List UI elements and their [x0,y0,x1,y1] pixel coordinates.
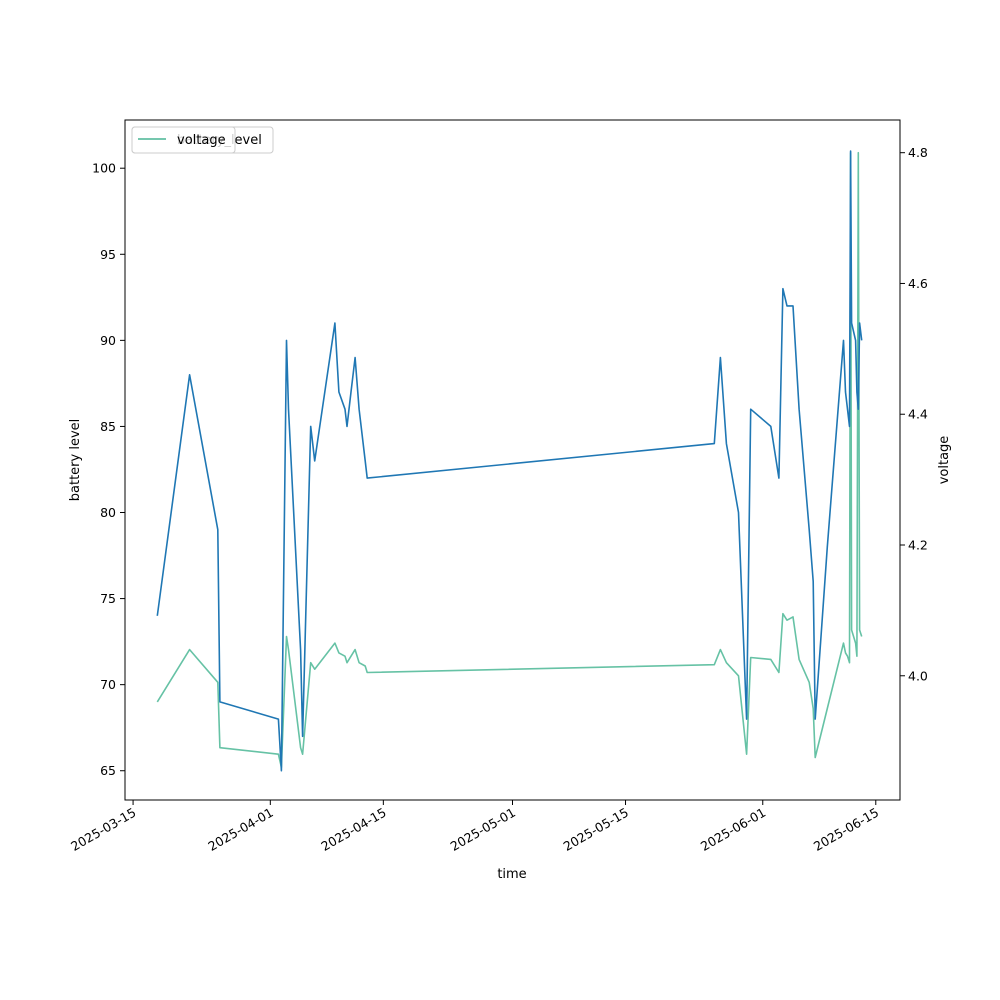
y-left-tick-label: 95 [100,247,116,262]
legend-label: voltage [177,133,226,148]
series-layer [156,150,863,772]
x-tick-label: 2025-06-01 [698,805,768,854]
legend-box [131,126,236,154]
y-right-tick-label: 4.8 [908,145,928,160]
x-tick-label: 2025-05-15 [561,805,631,854]
x-tick-label: 2025-03-15 [68,805,138,854]
y-left-tick-label: 70 [100,677,116,692]
y-right-tick-label: 4.4 [908,407,928,422]
x-tick-label: 2025-06-15 [811,805,881,854]
y-axis-right-title: voltage [937,436,952,485]
y-right-tick-label: 4.0 [908,668,928,683]
legend-entry-voltage: voltage [131,126,236,154]
x-tick-label: 2025-04-15 [318,805,388,854]
y-left-tick-label: 90 [100,333,116,348]
y-left-tick-label: 75 [100,591,116,606]
y-right-tick-label: 4.2 [908,538,928,553]
y-right-tick-label: 4.6 [908,276,928,291]
y-axis-left-title: battery level [68,419,83,502]
y-left-tick-label: 65 [100,763,116,778]
y-left-tick-label: 100 [92,161,116,176]
y-left-tick-label: 80 [100,505,116,520]
y-left-tick-label: 85 [100,419,116,434]
x-axis-title: time [497,867,526,882]
x-tick-label: 2025-04-01 [205,805,275,854]
x-tick-label: 2025-05-01 [448,805,518,854]
series-line-battery-level [156,150,863,772]
plot-area [125,120,900,800]
series-line-voltage [156,151,863,769]
